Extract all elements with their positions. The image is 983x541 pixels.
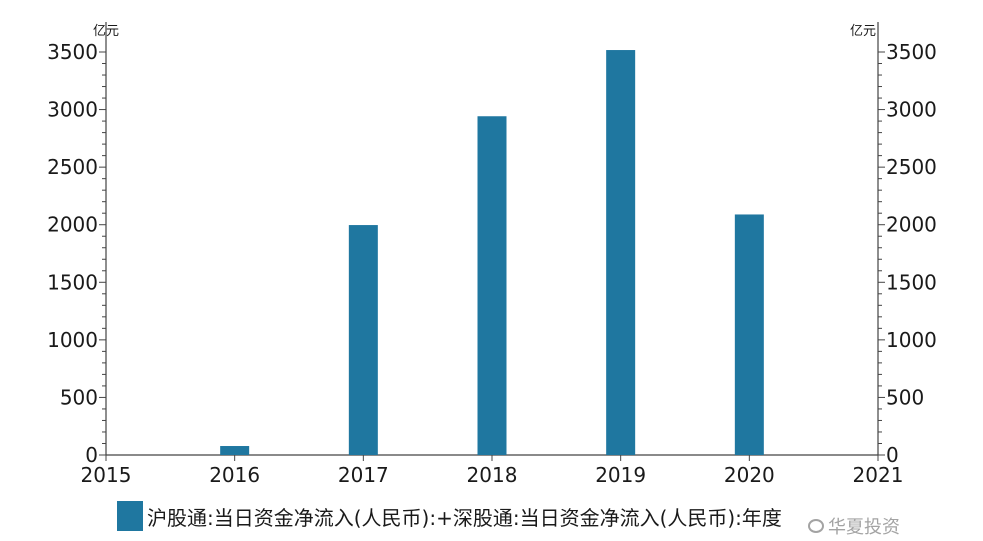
- x-tick-label: 2016: [209, 463, 260, 487]
- watermark: 华夏投资: [808, 513, 900, 539]
- y-tick-label-left: 2000: [47, 213, 98, 237]
- y-tick-label-right: 500: [886, 385, 924, 409]
- y-tick-label-left: 2500: [47, 155, 98, 179]
- legend: 沪股通:当日资金净流入(人民币):+深股通:当日资金净流入(人民币):年度: [117, 500, 782, 532]
- y-tick-label-left: 3500: [47, 40, 98, 64]
- y-tick-label-right: 1500: [886, 270, 937, 294]
- chart: 0 0 500 500 1000 1000 1500 1500 2000 2000 2500 2500…: [47, 22, 937, 487]
- x-tick-label: 2018: [467, 463, 518, 487]
- y-tick-label-left: 3000: [47, 98, 98, 122]
- x-tick-label: 2015: [81, 463, 132, 487]
- bar-2019: [606, 50, 636, 455]
- y-tick-label-left: 1500: [47, 270, 98, 294]
- y-tick-label-left: 1000: [47, 328, 98, 352]
- y-tick-label-right: 1000: [886, 328, 937, 352]
- y-tick-label-left: 500: [60, 385, 98, 409]
- x-tick-label: 2021: [853, 463, 904, 487]
- y-unit-right: 亿元: [850, 24, 876, 39]
- bars: [220, 50, 764, 455]
- tick-labels: 0 0 500 500 1000 1000 1500 1500 2000 2000 2500 2500…: [47, 40, 937, 487]
- x-tick-label: 2020: [724, 463, 775, 487]
- bar-2017: [348, 225, 378, 455]
- y-tick-label-right: 0: [886, 443, 899, 467]
- legend-label: 沪股通:当日资金净流入(人民币):+深股通:当日资金净流入(人民币):年度: [147, 505, 782, 530]
- y-tick-label-right: 2000: [886, 213, 937, 237]
- y-tick-label-left: 0: [85, 443, 98, 467]
- bar-2018: [477, 116, 507, 455]
- wechat-icon: [808, 519, 824, 533]
- y-tick-label-right: 2500: [886, 155, 937, 179]
- x-tick-label: 2017: [338, 463, 389, 487]
- bar-2016: [220, 446, 250, 455]
- x-tick-label: 2019: [595, 463, 646, 487]
- y-unit-left: 亿元: [93, 24, 119, 39]
- watermark-text: 华夏投资: [828, 517, 900, 538]
- legend-swatch: [117, 501, 143, 531]
- bar-2020: [734, 214, 764, 455]
- y-tick-label-right: 3000: [886, 98, 937, 122]
- y-tick-label-right: 3500: [886, 40, 937, 64]
